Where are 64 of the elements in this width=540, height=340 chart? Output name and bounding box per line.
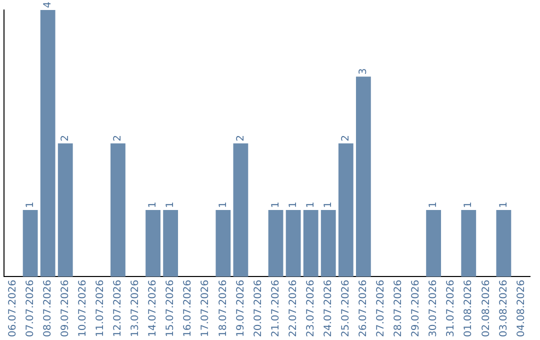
x-tick-label: 30.07.2026 bbox=[428, 280, 440, 338]
bar bbox=[146, 210, 160, 277]
x-tick-label: 26.07.2026 bbox=[358, 280, 370, 338]
bar bbox=[163, 210, 178, 277]
data-label: 2 bbox=[235, 134, 246, 142]
bar bbox=[286, 210, 301, 277]
data-label: 1 bbox=[428, 202, 440, 208]
x-tick-label: 22.07.2026 bbox=[288, 280, 299, 338]
data-label: 2 bbox=[112, 134, 124, 142]
data-label: 1 bbox=[270, 202, 282, 208]
bar bbox=[40, 10, 56, 277]
data-label: 1 bbox=[218, 202, 229, 208]
x-tick-label: 09.07.2026 bbox=[60, 280, 71, 338]
bar bbox=[22, 210, 38, 277]
data-label: 1 bbox=[24, 202, 36, 208]
bar bbox=[233, 143, 248, 277]
x-tick-label: 06.07.2026 bbox=[7, 280, 18, 338]
bar bbox=[320, 210, 336, 277]
data-label: 1 bbox=[165, 202, 176, 208]
data-label: 1 bbox=[463, 202, 474, 208]
data-label: 2 bbox=[60, 134, 71, 142]
x-tick-label: 23.07.2026 bbox=[305, 280, 316, 338]
x-tick-label: 08.07.2026 bbox=[42, 280, 54, 338]
x-tick-label: 01.08.2026 bbox=[463, 280, 474, 338]
x-tick-label: 19.07.2026 bbox=[235, 280, 246, 338]
x-tick-label: 10.07.2026 bbox=[77, 280, 88, 338]
data-label: 4 bbox=[42, 2, 54, 8]
x-tick-label: 25.07.2026 bbox=[340, 280, 352, 338]
bar bbox=[268, 210, 284, 277]
data-label: 1 bbox=[498, 202, 510, 208]
bar bbox=[303, 210, 318, 277]
x-tick-label: 02.08.2026 bbox=[480, 280, 492, 338]
x-tick-label: 27.07.2026 bbox=[376, 280, 387, 338]
x-tick-label: 21.07.2026 bbox=[270, 280, 282, 338]
bar bbox=[356, 76, 371, 277]
x-tick-label: 28.07.2026 bbox=[393, 280, 404, 338]
x-tick-label: 31.07.2026 bbox=[446, 280, 457, 338]
data-label: 3 bbox=[358, 68, 370, 75]
bar bbox=[58, 143, 73, 277]
data-label: 1 bbox=[288, 202, 299, 208]
data-label: 2 bbox=[340, 134, 352, 142]
x-tick-label: 12.07.2026 bbox=[112, 280, 124, 338]
data-label: 1 bbox=[322, 202, 334, 208]
x-tick-label: 29.07.2026 bbox=[410, 280, 422, 338]
x-tick-label: 11.07.2026 bbox=[95, 280, 106, 338]
x-tick-label: 14.07.2026 bbox=[148, 280, 159, 338]
bar bbox=[426, 210, 442, 277]
x-tick-label: 15.07.2026 bbox=[165, 280, 176, 338]
x-tick-label: 17.07.2026 bbox=[200, 280, 212, 338]
bar bbox=[110, 143, 126, 277]
data-label: 1 bbox=[148, 202, 159, 208]
x-tick-label: 20.07.2026 bbox=[252, 280, 264, 338]
x-tick-label: 13.07.2026 bbox=[130, 280, 142, 338]
x-tick-label: 18.07.2026 bbox=[218, 280, 229, 338]
x-tick-label: 16.07.2026 bbox=[182, 280, 194, 338]
bar bbox=[461, 210, 476, 277]
bar bbox=[338, 143, 354, 277]
x-tick-label: 07.07.2026 bbox=[24, 280, 36, 338]
x-tick-label: 03.08.2026 bbox=[498, 280, 510, 338]
bar bbox=[496, 210, 512, 277]
x-tick-label: 24.07.2026 bbox=[322, 280, 334, 338]
data-label: 1 bbox=[305, 202, 316, 208]
bar bbox=[216, 210, 231, 277]
x-tick-label: 04.08.2026 bbox=[516, 280, 527, 338]
